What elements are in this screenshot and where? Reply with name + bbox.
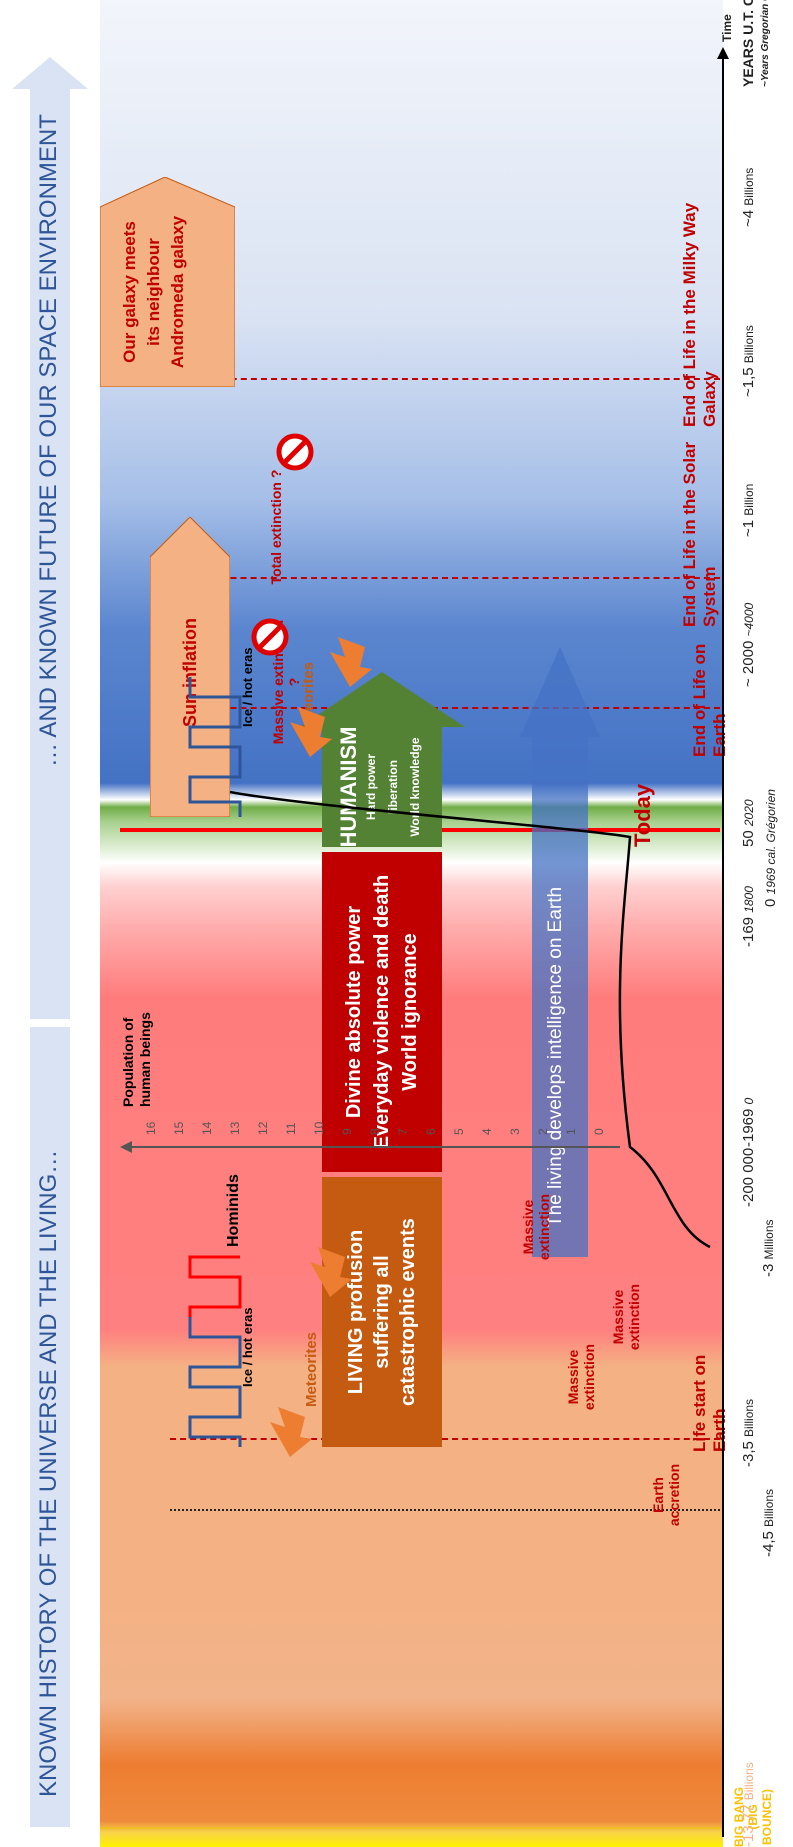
banner-arrows	[12, 57, 88, 1827]
tick-label: ~ 2000 ~4000	[740, 602, 757, 687]
tick-label: -200 000	[740, 1147, 757, 1207]
tick-label: -4,5 Billions	[760, 1488, 777, 1557]
no-entry-icon-1	[251, 618, 289, 656]
tick-label: -1969 0	[740, 1097, 757, 1147]
tick-labels: -13,77 Billions -4,5 Billions -3,5 Billi…	[740, 0, 790, 1847]
sun-inflation-arrow	[150, 517, 230, 817]
tick-label: 0 1969 cal. Grégorien	[762, 789, 779, 907]
population-tick-label: 11	[284, 1122, 298, 1135]
ice-hot-steps	[188, 677, 242, 1447]
population-tick-label: 13	[228, 1121, 242, 1135]
population-curve	[229, 790, 711, 1249]
no-entry-icon-2	[276, 433, 314, 471]
population-tick-label: 16	[144, 1121, 158, 1135]
humanism-arrow	[300, 672, 465, 847]
intelligence-arrow	[520, 647, 600, 1257]
tick-label: ~1 Billion	[740, 483, 757, 537]
end-galaxy-label: End of Life in the Milky Way Galaxy	[680, 202, 719, 427]
tick-label: -3 Millions	[760, 1219, 777, 1277]
past-banner-text: KNOWN HISTORY OF THE UNIVERSE AND THE LI…	[35, 1149, 62, 1797]
population-tick-label: 12	[256, 1121, 270, 1135]
population-tick-label: 5	[452, 1128, 466, 1135]
population-tick-label: 15	[172, 1121, 186, 1135]
population-tick-label: 8	[368, 1128, 382, 1135]
time-axis	[717, 47, 729, 1837]
population-tick-label: 2	[536, 1128, 550, 1135]
tick-label: 50 2020	[740, 799, 757, 847]
population-tick-label: 1	[564, 1128, 578, 1135]
population-tick-label: 6	[424, 1128, 438, 1135]
earth-accretion-label: Earth accretion	[650, 1463, 682, 1527]
population-tick-label: 3	[508, 1128, 522, 1135]
population-tick-label: 9	[340, 1128, 354, 1135]
population-tick-label: 10	[312, 1121, 326, 1135]
future-meteor-icons	[290, 637, 372, 757]
tick-label: -3,5 Billions	[740, 1398, 757, 1467]
earth-accretion-line	[170, 1509, 720, 1511]
end-solar-label: End of Life in the Solar System	[680, 441, 719, 627]
population-tick-label: 14	[200, 1121, 214, 1135]
andromeda-label: Our galaxy meets its neighbour Andromeda…	[120, 215, 187, 369]
population-tick-label: 7	[396, 1128, 410, 1135]
tick-label: -13,77 Billions	[740, 1762, 757, 1847]
tick-label: -169 1800	[740, 886, 757, 947]
end-solar-line	[170, 577, 720, 579]
population-tick-label: 4	[480, 1128, 494, 1135]
total-extinction-label: Total extinction ?	[268, 469, 284, 585]
population-axis	[120, 1141, 620, 1153]
future-banner-text: … AND KNOWN FUTURE OF OUR SPACE ENVIRONM…	[35, 114, 62, 767]
tick-label: ~4 Billions	[740, 167, 757, 227]
tick-label: ~1,5 Billions	[740, 325, 757, 397]
andromeda-arrow	[100, 177, 235, 387]
time-label: Time	[720, 14, 734, 42]
population-tick-label: 0	[592, 1128, 606, 1135]
meteor-icons	[270, 1247, 352, 1457]
big-bang-line	[100, 1827, 720, 1829]
